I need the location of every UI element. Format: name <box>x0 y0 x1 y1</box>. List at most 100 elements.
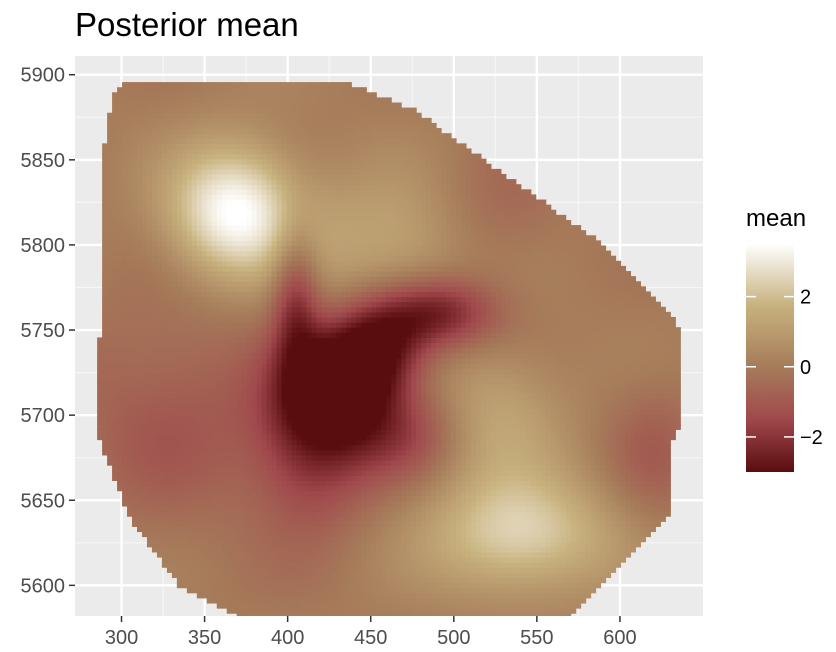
heat-cell <box>311 357 318 364</box>
heat-cell <box>156 347 163 354</box>
heat-cell <box>201 383 208 390</box>
heat-cell <box>276 495 283 502</box>
heat-cell <box>206 265 213 272</box>
heat-cell <box>336 255 342 262</box>
heat-cell <box>341 235 347 241</box>
heat-cell <box>306 219 313 226</box>
heat-cell <box>261 342 268 349</box>
heat-cell <box>102 306 108 313</box>
heat-cell <box>256 87 263 93</box>
heat-cell <box>107 209 113 216</box>
heat-cell <box>271 128 278 134</box>
heat-cell <box>226 541 233 548</box>
heat-cell <box>201 219 208 226</box>
heat-cell <box>141 419 148 425</box>
heat-cell <box>107 357 113 364</box>
heat-cell <box>256 347 263 354</box>
heat-cell <box>266 454 273 461</box>
heat-cell <box>306 143 313 150</box>
heat-cell <box>156 342 163 349</box>
heat-cell <box>281 608 288 614</box>
heat-cell <box>301 378 308 384</box>
heat-cell <box>221 327 228 333</box>
heat-cell <box>246 516 253 522</box>
heat-cell <box>306 158 313 165</box>
heat-cell <box>301 281 308 287</box>
heat-cell <box>151 138 158 144</box>
heat-cell <box>117 174 123 180</box>
heat-cell <box>206 112 213 119</box>
heat-cell <box>166 250 173 257</box>
heat-cell <box>266 204 273 211</box>
heat-cell <box>141 511 148 517</box>
heat-cell <box>161 276 168 282</box>
heat-cell <box>306 194 313 201</box>
heat-cell <box>331 296 337 303</box>
heat-cell <box>221 485 228 492</box>
heat-cell <box>261 526 268 533</box>
heat-cell <box>102 286 108 293</box>
heat-cell <box>176 567 183 573</box>
heat-cell <box>336 214 342 221</box>
heat-cell <box>137 143 143 150</box>
heat-cell <box>341 199 347 206</box>
heat-cell <box>276 291 283 298</box>
heat-cell <box>251 521 258 527</box>
heat-cell <box>141 168 148 175</box>
heat-cell <box>226 107 233 114</box>
heat-cell <box>291 526 298 533</box>
heat-cell <box>346 490 352 497</box>
heat-cell <box>336 536 342 543</box>
heat-cell <box>216 199 223 206</box>
heat-cell <box>206 526 213 533</box>
heat-cell <box>251 112 258 119</box>
heat-cell <box>206 296 213 303</box>
heat-cell <box>226 327 233 333</box>
heat-cell <box>201 327 208 333</box>
heat-cell <box>256 153 263 160</box>
heat-cell <box>191 403 198 410</box>
heat-cell <box>286 342 293 349</box>
heat-cell <box>261 485 268 492</box>
heat-cell <box>331 102 337 109</box>
heat-cell <box>331 322 337 328</box>
heat-cell <box>256 419 263 425</box>
heat-cell <box>146 434 153 441</box>
heat-cell <box>216 148 223 155</box>
heat-cell <box>206 204 213 211</box>
heat-cell <box>132 398 138 405</box>
heat-cell <box>301 168 308 175</box>
heat-cell <box>191 128 198 134</box>
heat-cell <box>246 276 253 282</box>
heat-cell <box>211 209 218 216</box>
heat-cell <box>321 597 327 604</box>
heat-cell <box>176 562 183 568</box>
heat-cell <box>171 250 178 257</box>
heat-cell <box>286 403 293 410</box>
heat-cell <box>127 209 133 216</box>
heat-cell <box>311 362 318 369</box>
heat-cell <box>256 122 263 129</box>
heat-cell <box>181 332 188 339</box>
heat-cell <box>206 322 213 328</box>
heat-cell <box>306 225 313 231</box>
heat-cell <box>191 424 198 430</box>
heat-cell <box>286 470 293 476</box>
heat-cell <box>117 102 123 109</box>
heat-cell <box>216 316 223 323</box>
heat-cell <box>266 265 273 272</box>
heat-cell <box>186 122 193 129</box>
heat-cell <box>146 204 153 211</box>
heat-cell <box>186 112 193 119</box>
heat-cell <box>301 235 308 241</box>
heat-cell <box>341 133 347 139</box>
heat-cell <box>156 429 163 436</box>
heat-cell <box>156 82 163 88</box>
heat-cell <box>102 378 108 384</box>
heat-cell <box>256 357 263 364</box>
heat-cell <box>351 454 357 461</box>
heat-cell <box>206 316 213 323</box>
heat-cell <box>146 526 153 533</box>
heat-cell <box>296 316 303 323</box>
heat-cell <box>291 449 298 456</box>
